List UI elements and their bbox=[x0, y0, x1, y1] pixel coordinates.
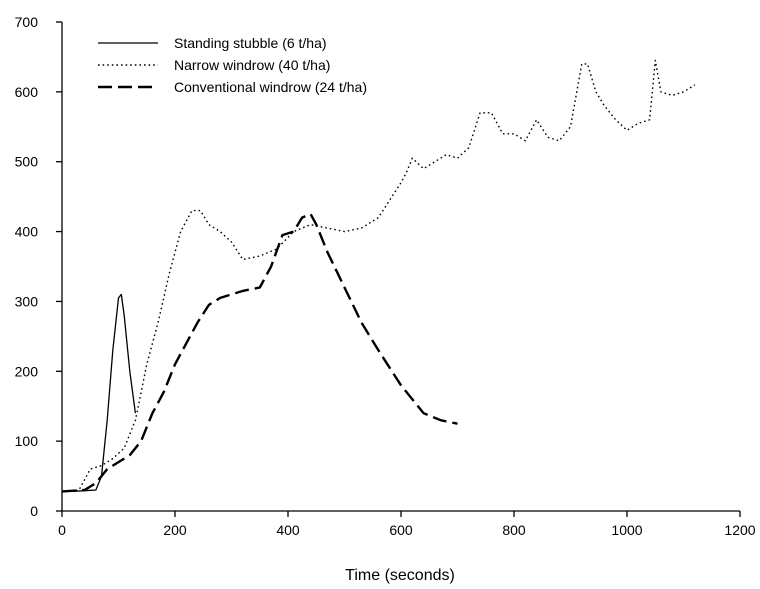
y-tick-label: 400 bbox=[15, 224, 39, 240]
x-tick-label: 1200 bbox=[724, 522, 755, 538]
legend-label: Conventional windrow (24 t/ha) bbox=[174, 79, 367, 95]
legend-label: Narrow windrow (40 t/ha) bbox=[174, 57, 330, 73]
x-tick-label: 1000 bbox=[611, 522, 642, 538]
legend-label: Standing stubble (6 t/ha) bbox=[174, 35, 327, 51]
x-axis-title: Time (seconds) bbox=[345, 567, 455, 584]
y-tick-label: 100 bbox=[15, 433, 39, 449]
y-tick-label: 500 bbox=[15, 154, 39, 170]
y-tick-label: 700 bbox=[15, 14, 39, 30]
series-line-dashed bbox=[61, 212, 458, 493]
x-tick-label: 0 bbox=[58, 522, 66, 538]
series-line-dotted bbox=[61, 59, 696, 493]
legend: Standing stubble (6 t/ha) Narrow windrow … bbox=[98, 35, 367, 95]
x-tick-label: 200 bbox=[163, 522, 187, 538]
axes: 0 100 200 300 400 500 600 700 0 200 400 600 800 1000 1… bbox=[15, 14, 756, 538]
series-layer bbox=[61, 59, 696, 493]
y-tick-label: 600 bbox=[15, 84, 39, 100]
y-tick-label: 0 bbox=[30, 503, 38, 519]
y-tick-label: 300 bbox=[15, 293, 39, 309]
series-line-solid bbox=[62, 293, 137, 493]
x-tick-label: 600 bbox=[389, 522, 413, 538]
y-tick-label: 200 bbox=[15, 363, 39, 379]
x-tick-label: 400 bbox=[276, 522, 300, 538]
x-tick-label: 800 bbox=[502, 522, 526, 538]
